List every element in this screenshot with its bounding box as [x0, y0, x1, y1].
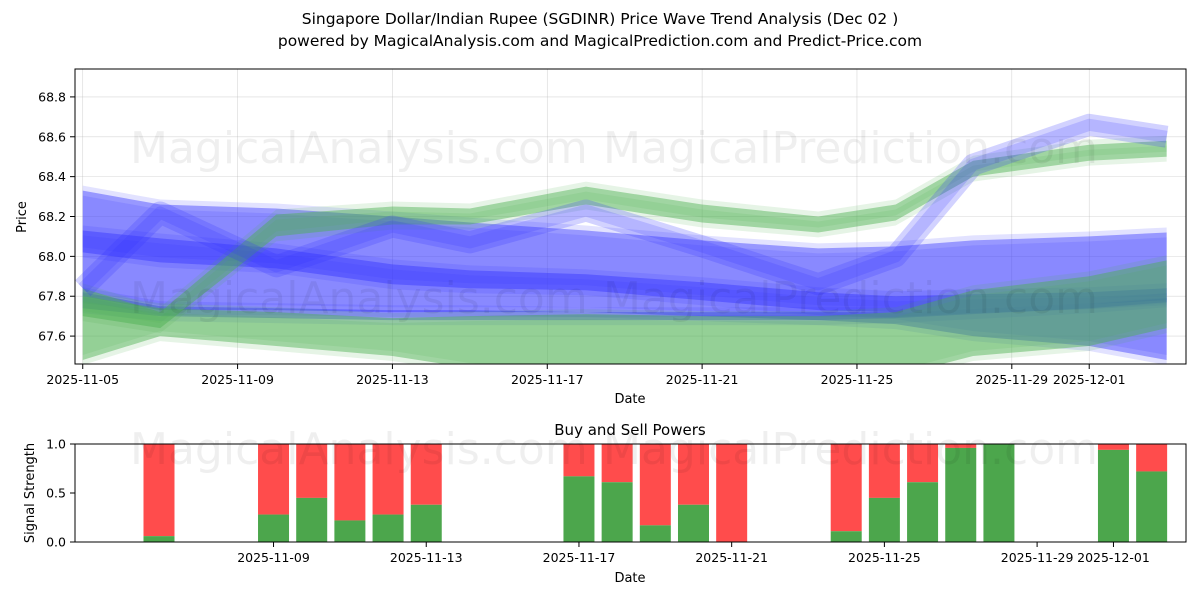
price-y-tick-label: 68.6	[38, 129, 66, 144]
buy-bar	[1136, 471, 1168, 542]
signal-bars	[143, 444, 1168, 542]
price-y-tick-label: 67.8	[38, 289, 66, 304]
price-band-1	[82, 235, 1167, 308]
sell-bar	[410, 444, 442, 505]
buy-bar	[677, 504, 709, 542]
price-x-tick-label: 2025-11-05	[46, 372, 119, 387]
sell-bar	[372, 444, 404, 515]
buy-bar	[945, 447, 977, 542]
price-band-1	[82, 230, 1167, 313]
watermark-prediction-top: MagicalPrediction.com	[603, 123, 1098, 174]
sell-bar	[868, 444, 900, 498]
price-grid	[75, 69, 1186, 364]
buy-bar	[143, 536, 175, 542]
buy-bar	[868, 497, 900, 542]
price-band-4	[82, 260, 1167, 364]
price-axis-ticks: 2025-11-05 2025-11-09 2025-11-13 2025-11-17…	[38, 89, 1125, 387]
sell-bar	[677, 444, 709, 505]
sell-bar	[945, 444, 977, 448]
price-y-tick-label: 68.0	[38, 249, 66, 264]
sell-bar	[296, 444, 328, 498]
chart-title-line1: Singapore Dollar/Indian Rupee (SGDINR) P…	[301, 10, 899, 28]
sell-bar	[563, 444, 595, 477]
price-x-tick-label: 2025-11-25	[821, 372, 894, 387]
signal-y-tick-label: 0.5	[46, 486, 66, 501]
watermark-prediction-mid: MagicalPrediction.com	[603, 273, 1098, 324]
signal-x-tick-label: 2025-11-21	[695, 550, 768, 565]
signal-axis-ticks: 2025-11-09 2025-11-13 2025-11-17 2025-11-21…	[46, 437, 1150, 566]
signal-x-tick-label: 2025-11-29	[1001, 550, 1074, 565]
watermark-prediction-bottom: MagicalPrediction.com	[603, 424, 1098, 475]
buy-bar	[639, 525, 671, 542]
watermark-analysis-bottom: MagicalAnalysis.com	[130, 424, 588, 475]
price-band-0	[82, 185, 1167, 364]
buy-bar	[1097, 449, 1129, 542]
sell-bar	[1097, 444, 1129, 450]
price-band-3	[82, 135, 1167, 334]
signal-x-tick-label: 2025-11-25	[848, 550, 921, 565]
price-wave-core	[78, 118, 1168, 293]
price-y-tick-label: 68.8	[38, 89, 66, 104]
price-bands	[75, 113, 1169, 364]
sell-bar	[143, 444, 175, 537]
sell-bar	[1136, 444, 1168, 472]
price-x-tick-label: 2025-11-21	[666, 372, 739, 387]
price-band-0	[82, 190, 1167, 361]
price-band-4	[82, 265, 1167, 364]
buy-bar	[563, 476, 595, 542]
buy-bar	[296, 497, 328, 542]
price-x-tick-label: 2025-11-09	[201, 372, 274, 387]
watermark-analysis-top: MagicalAnalysis.com	[130, 123, 588, 174]
price-band-1	[82, 225, 1167, 318]
price-wave-line	[75, 113, 1169, 297]
signal-y-tick-label: 0.0	[46, 535, 66, 550]
price-band-0	[82, 195, 1167, 356]
price-y-axis-title: Price	[15, 201, 30, 233]
sell-bar	[334, 444, 366, 521]
buy-bar	[372, 514, 404, 542]
price-y-tick-label: 68.2	[38, 209, 66, 224]
signal-plot-frame	[74, 443, 1187, 543]
price-x-tick-label: 2025-11-29	[975, 372, 1048, 387]
sell-bar	[639, 444, 671, 526]
sell-bar	[907, 444, 939, 483]
price-plot-frame	[74, 68, 1187, 365]
signal-x-tick-label: 2025-11-13	[390, 550, 463, 565]
price-band-2	[82, 292, 1167, 321]
sell-bar	[601, 444, 633, 483]
watermark-analysis-mid: MagicalAnalysis.com	[130, 273, 588, 324]
price-y-tick-label: 68.4	[38, 169, 66, 184]
price-x-axis-title: Date	[614, 392, 645, 407]
signal-x-axis-title: Date	[614, 571, 645, 586]
price-band-3	[82, 140, 1167, 329]
signal-x-tick-label: 2025-12-01	[1077, 550, 1150, 565]
signal-x-tick-label: 2025-11-17	[543, 550, 616, 565]
buy-bar	[907, 482, 939, 542]
buy-bar	[334, 520, 366, 542]
price-y-tick-label: 67.6	[38, 329, 66, 344]
buy-bar	[830, 531, 862, 542]
signal-x-tick-label: 2025-11-09	[237, 550, 310, 565]
price-x-tick-label: 2025-11-17	[511, 372, 584, 387]
price-x-tick-label: 2025-11-13	[356, 372, 429, 387]
sell-bar	[830, 444, 862, 532]
buy-bar	[410, 504, 442, 542]
buy-bar	[258, 514, 290, 542]
price-band-2	[82, 287, 1167, 326]
buy-bar	[601, 482, 633, 542]
buy-bar	[983, 444, 1015, 542]
price-band-4	[82, 255, 1167, 364]
chart-title-line2: powered by MagicalAnalysis.com and Magic…	[277, 32, 923, 50]
sell-bar	[716, 444, 748, 542]
price-x-tick-label: 2025-12-01	[1053, 372, 1126, 387]
signal-y-tick-label: 1.0	[46, 437, 66, 452]
signal-chart-title: Buy and Sell Powers	[554, 421, 706, 439]
sell-bar	[258, 444, 290, 515]
signal-y-axis-title: Signal Strength	[23, 443, 38, 543]
